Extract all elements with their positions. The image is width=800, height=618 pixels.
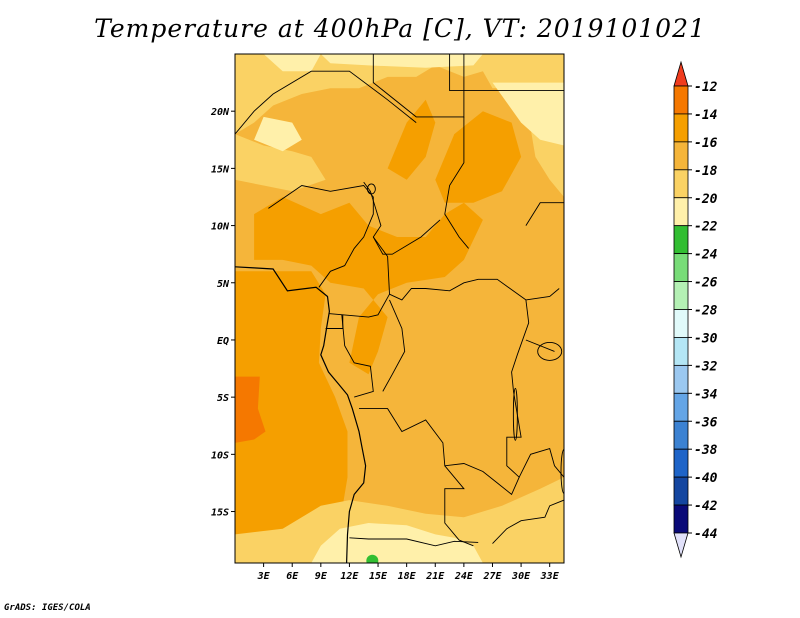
- temperature-field: [235, 54, 564, 563]
- field-warmest-spot: [235, 376, 266, 443]
- colorbar-box: [673, 337, 689, 366]
- colorbar-box: [673, 504, 689, 534]
- colorbar-box: [673, 392, 689, 422]
- country-border: [449, 54, 564, 92]
- country-border: [525, 288, 560, 301]
- field-cold-spot: [366, 554, 379, 563]
- x-tick-label: 30E: [511, 571, 531, 582]
- colorbar-box: [673, 309, 689, 338]
- lake-tanganyika: [512, 387, 518, 441]
- y-tick-label: 5N: [217, 279, 230, 290]
- colorbar-box: [673, 364, 689, 394]
- lake-malawi: [560, 449, 564, 494]
- colorbar: -12 -14 -16 -18 -20 -22 -24 -26 -28 -30 -32 -34 -36 -…: [673, 60, 718, 559]
- colorbar-label: -24: [694, 248, 718, 263]
- country-border: [525, 202, 564, 226]
- x-tick-label: 3E: [257, 571, 271, 582]
- colorbar-label: -28: [694, 304, 718, 319]
- colorbar-label: -18: [694, 164, 718, 179]
- colorbar-box: [673, 476, 689, 506]
- colorbar-box: [673, 197, 689, 227]
- colorbar-label: -40: [694, 471, 718, 486]
- x-tick-label: 15E: [369, 571, 388, 582]
- country-border: [268, 185, 374, 288]
- field-niger-cool: [235, 134, 326, 192]
- colorbar-box: [673, 448, 689, 478]
- x-tick-label: 18E: [398, 571, 417, 582]
- country-border: [389, 278, 527, 301]
- country-border: [372, 54, 465, 118]
- x-tick-label: 6E: [286, 571, 299, 582]
- colorbar-label: -20: [694, 192, 718, 207]
- colorbar-label: -38: [694, 443, 718, 458]
- x-tick-label: 9E: [315, 571, 328, 582]
- country-border: [341, 314, 374, 398]
- country-border: [382, 299, 406, 392]
- colorbar-box: [673, 113, 689, 143]
- x-tick-label: 27E: [482, 571, 502, 582]
- x-axis: 3E 6E 9E 12E 15E 18E 21E 24E 27E 30E 33E: [257, 563, 560, 582]
- country-border: [444, 116, 469, 249]
- x-tick-label: 24E: [454, 571, 474, 582]
- y-axis: 20N 15N 10N 5N EQ 5S 10S 15S: [210, 107, 235, 519]
- colorbar-label: -42: [694, 499, 718, 514]
- field-atlantic-warm: [235, 271, 348, 546]
- colorbar-label: -30: [694, 331, 718, 346]
- country-border: [363, 181, 441, 255]
- y-tick-label: EQ: [217, 336, 229, 347]
- field-south-coolest: [311, 523, 483, 563]
- field-sudan-warm: [435, 111, 522, 203]
- colorbar-box: [673, 225, 689, 255]
- map-frame: [234, 53, 565, 564]
- y-tick-label: 5S: [217, 393, 229, 404]
- colorbar-label: -14: [694, 108, 718, 123]
- colorbar-label: -22: [694, 220, 718, 235]
- colorbar-box: [673, 281, 689, 310]
- colorbar-label: -36: [694, 415, 718, 430]
- chart-title: Temperature at 400hPa [C], VT: 201910102…: [94, 14, 706, 43]
- lake-victoria: [537, 341, 563, 361]
- field-niger-coolest: [254, 116, 302, 152]
- colorbar-label: -16: [694, 136, 718, 151]
- field-north-coolest-b: [320, 54, 483, 68]
- lake-chad: [366, 183, 376, 195]
- colorbar-bottom-triangle: [673, 532, 689, 559]
- field-central-warm: [254, 197, 483, 375]
- colorbar-box: [673, 85, 689, 115]
- colorbar-label: -26: [694, 276, 718, 291]
- field-north-cool: [235, 54, 564, 135]
- colorbar-label: -34: [694, 387, 718, 402]
- y-tick-label: 15N: [211, 164, 230, 175]
- colorbar-box: [673, 420, 689, 450]
- country-border: [235, 70, 417, 135]
- y-tick-label: 10S: [211, 450, 229, 461]
- colorbar-box: [673, 253, 689, 282]
- country-border: [349, 537, 479, 547]
- x-tick-label: 12E: [340, 571, 359, 582]
- colorbar-box: [673, 169, 689, 199]
- x-tick-label: 33E: [540, 571, 560, 582]
- y-tick-label: 10N: [211, 222, 230, 233]
- y-tick-label: 15S: [211, 508, 229, 519]
- country-border: [444, 465, 474, 547]
- field-ne-coolest: [492, 82, 564, 146]
- colorbar-box: [673, 141, 689, 171]
- country-border: [492, 448, 564, 544]
- colorbar-top-triangle: [673, 60, 689, 87]
- field-chad-warm: [387, 99, 436, 180]
- colorbar-label: -32: [694, 359, 718, 374]
- field-south-cool: [235, 477, 564, 563]
- grads-credit: GrADS: IGES/COLA: [4, 603, 91, 613]
- coastline: [235, 266, 367, 563]
- colorbar-label: -12: [694, 80, 718, 95]
- x-tick-label: 21E: [425, 571, 445, 582]
- y-tick-label: 20N: [210, 107, 230, 118]
- field-north-coolest: [263, 54, 321, 72]
- colorbar-label: -44: [694, 527, 718, 542]
- country-border: [359, 299, 530, 496]
